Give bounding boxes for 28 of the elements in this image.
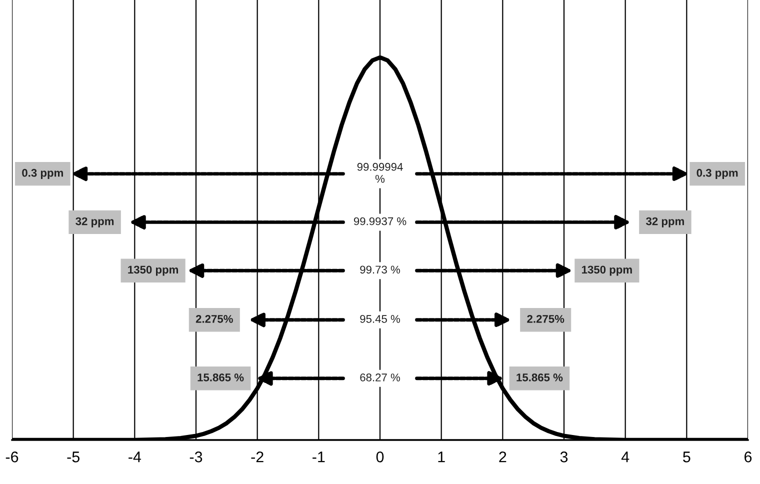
annotation: 32 ppm bbox=[76, 217, 114, 228]
x-tick-label: 3 bbox=[560, 452, 568, 462]
annotation: 99.99994 % bbox=[357, 162, 403, 183]
x-tick-label: -4 bbox=[128, 452, 142, 462]
annotation: 32 ppm bbox=[646, 217, 684, 228]
annotation: 15.865 % bbox=[198, 374, 244, 382]
x-tick-label: -1 bbox=[312, 452, 325, 462]
x-tick-label: -6 bbox=[6, 452, 18, 462]
annotation: 2.275% bbox=[527, 314, 564, 323]
annotation: 68.27 % bbox=[360, 374, 400, 382]
x-tick-label: -5 bbox=[67, 452, 80, 462]
x-tick-label: 1 bbox=[438, 452, 445, 462]
annotation: 1350 ppm bbox=[582, 266, 632, 276]
x-tick-label: -2 bbox=[251, 452, 264, 462]
annotation: 15.865 % bbox=[516, 374, 563, 382]
annotation: 0.3 ppm bbox=[696, 168, 738, 179]
annotation: 99.9937 % bbox=[354, 217, 406, 226]
annotation: 95.45 % bbox=[360, 314, 400, 323]
x-tick-label: 6 bbox=[744, 452, 752, 462]
x-tick-label: 2 bbox=[499, 452, 506, 462]
annotation: 1350 ppm bbox=[128, 266, 178, 276]
x-tick-label: 0 bbox=[376, 452, 384, 462]
x-tick-label: 4 bbox=[621, 452, 630, 462]
annotation: 0.3 ppm bbox=[22, 168, 63, 179]
x-tick-label: 5 bbox=[683, 452, 690, 462]
annotation: 99.73 % bbox=[360, 266, 400, 274]
x-tick-label: -3 bbox=[190, 452, 202, 462]
annotation: 2.275% bbox=[196, 314, 233, 323]
